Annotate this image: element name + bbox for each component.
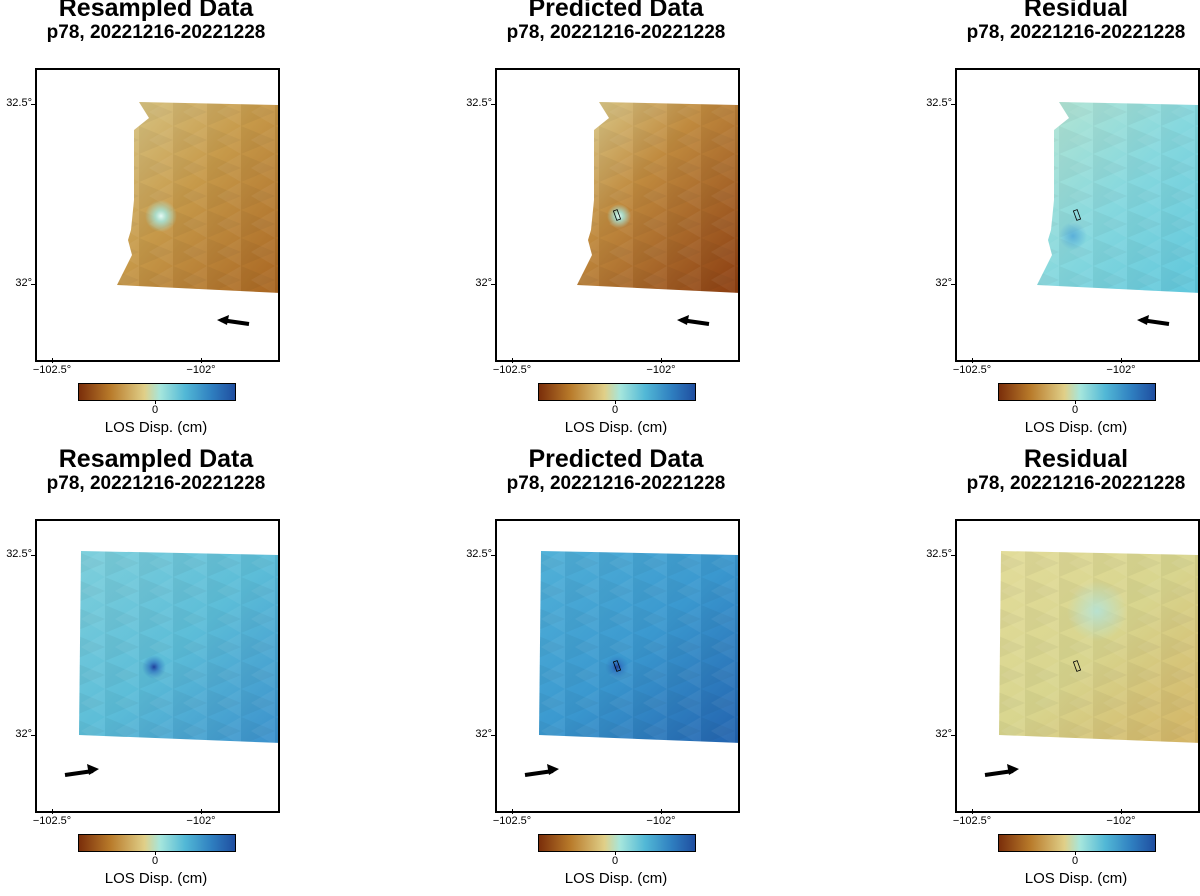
deformation-spot	[142, 655, 166, 679]
fault-outline	[612, 209, 622, 221]
panel-subtitle: p78, 20221216-20221228	[506, 22, 726, 43]
panel-predicted-top: Predicted Data p78, 20221216-20221228 32…	[460, 0, 860, 445]
y-tick-label: 32.5°	[926, 548, 952, 560]
los-arrow	[64, 764, 99, 777]
colorbar-zero-label: 0	[151, 855, 159, 867]
map-plot	[524, 551, 738, 777]
panel-resampled-top: Resampled Data p78, 20221216-20221228 32…	[0, 0, 400, 445]
y-tick-label: 32°	[935, 277, 952, 289]
colorbar-label: LOS Disp. (cm)	[1024, 870, 1128, 887]
x-tick-label: −102.5°	[32, 815, 72, 827]
panel-subtitle: p78, 20221216-20221228	[966, 22, 1186, 43]
map-plot	[117, 102, 278, 326]
fault-outline	[612, 660, 622, 672]
panel-title: Residual	[1023, 445, 1129, 473]
colorbar	[998, 383, 1156, 401]
map-frame	[35, 68, 280, 362]
los-arrow	[984, 764, 1019, 777]
colorbar-label: LOS Disp. (cm)	[564, 870, 668, 887]
panel-resampled-bottom: Resampled Data p78, 20221216-20221228 32…	[0, 445, 400, 896]
map-frame	[955, 519, 1200, 813]
colorbar	[78, 383, 236, 401]
y-tick-label: 32.5°	[466, 97, 492, 109]
los-arrow	[1137, 315, 1170, 326]
map-plot	[577, 102, 738, 326]
panel-title: Residual	[1023, 0, 1129, 22]
y-tick-label: 32°	[475, 728, 492, 740]
colorbar-label: LOS Disp. (cm)	[1024, 419, 1128, 436]
x-tick-label: −102°	[186, 364, 216, 376]
y-tick-label: 32.5°	[466, 548, 492, 560]
colorbar-label: LOS Disp. (cm)	[564, 419, 668, 436]
map-plot	[64, 551, 278, 777]
x-tick-label: −102.5°	[952, 815, 992, 827]
colorbar	[538, 834, 696, 852]
los-arrow	[677, 315, 710, 326]
panel-predicted-bottom: Predicted Data p78, 20221216-20221228 32…	[460, 445, 860, 896]
y-tick-label: 32°	[15, 728, 32, 740]
deformation-spot	[145, 200, 177, 232]
colorbar-zero-label: 0	[611, 855, 619, 867]
map-frame	[955, 68, 1200, 362]
y-tick-label: 32.5°	[926, 97, 952, 109]
panel-residual-bottom: Residual p78, 20221216-20221228 32.5° 32…	[920, 445, 1200, 896]
x-tick-label: −102.5°	[32, 364, 72, 376]
x-tick-label: −102.5°	[492, 364, 532, 376]
los-arrow	[524, 764, 559, 777]
panel-subtitle: p78, 20221216-20221228	[46, 22, 266, 43]
x-tick-label: −102°	[646, 364, 676, 376]
panel-title: Predicted Data	[528, 445, 704, 473]
panel-subtitle: p78, 20221216-20221228	[966, 473, 1186, 494]
colorbar-zero-label: 0	[1071, 404, 1079, 416]
x-tick-label: −102.5°	[952, 364, 992, 376]
y-tick-label: 32°	[15, 277, 32, 289]
map-plot	[1037, 102, 1198, 326]
x-tick-label: −102.5°	[492, 815, 532, 827]
map-plot	[984, 551, 1198, 777]
x-tick-label: −102°	[1106, 815, 1136, 827]
panel-subtitle: p78, 20221216-20221228	[506, 473, 726, 494]
panel-residual-top: Residual p78, 20221216-20221228 32.5° 32…	[920, 0, 1200, 445]
panel-title: Resampled Data	[58, 445, 254, 473]
map-frame	[35, 519, 280, 813]
y-tick-label: 32°	[475, 277, 492, 289]
y-tick-label: 32.5°	[6, 97, 32, 109]
colorbar-label: LOS Disp. (cm)	[104, 870, 208, 887]
colorbar	[998, 834, 1156, 852]
panel-title: Resampled Data	[58, 0, 254, 22]
colorbar	[538, 383, 696, 401]
fault-outline	[1072, 209, 1082, 221]
y-tick-label: 32°	[935, 728, 952, 740]
panel-title: Predicted Data	[528, 0, 704, 22]
map-frame	[495, 519, 740, 813]
map-frame	[495, 68, 740, 362]
x-tick-label: −102°	[186, 815, 216, 827]
los-arrow	[217, 315, 250, 326]
y-tick-label: 32.5°	[6, 548, 32, 560]
x-tick-label: −102°	[646, 815, 676, 827]
panel-subtitle: p78, 20221216-20221228	[46, 473, 266, 494]
fault-outline	[1072, 660, 1082, 672]
colorbar-label: LOS Disp. (cm)	[104, 419, 208, 436]
colorbar-zero-label: 0	[151, 404, 159, 416]
colorbar	[78, 834, 236, 852]
colorbar-zero-label: 0	[1071, 855, 1079, 867]
colorbar-zero-label: 0	[611, 404, 619, 416]
x-tick-label: −102°	[1106, 364, 1136, 376]
